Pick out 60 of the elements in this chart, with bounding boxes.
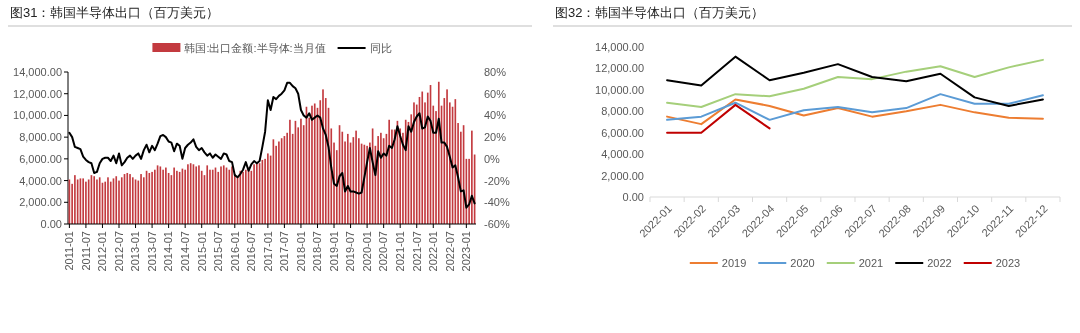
y2-tick-label: -60% [484,218,510,230]
x-tick-label: 2023-01 [460,231,473,272]
y-tick-label: 10,000.00 [595,83,644,96]
y-tick-label: 14,000.00 [595,41,644,53]
y2-tick-label: 80% [484,66,507,78]
y-tick-label: 8,000.00 [19,131,62,144]
y-tick-label: 2,000.00 [601,169,644,182]
y-tick-label: 0.00 [622,191,644,203]
x-tick-label: 2013-07 [145,231,158,272]
x-tick-label: 2017-01 [261,231,274,272]
legend-label: 2021 [858,257,884,269]
y-tick-label: 6,000.00 [601,126,644,139]
x-tick-label: 2017-07 [278,231,291,272]
x-tick-label: 2016-01 [228,231,241,272]
x-tick-label: 2022-01 [427,231,440,272]
x-tick-label: 2018-01 [294,231,307,272]
x-tick-label: 2019-07 [344,231,357,272]
legend-label: 2023 [995,257,1021,269]
x-tick-label: 2018-07 [311,231,324,272]
x-tick-label: 2011-07 [79,231,92,271]
y-tick-label: 12,000.00 [595,62,644,75]
line-series [666,93,1044,121]
chart-title: 图32：韩国半导体出口（百万美元） [555,5,765,20]
x-tick-label: 2021-07 [410,231,423,272]
y2-tick-label: -20% [484,174,510,187]
y2-tick-label: 40% [484,109,507,122]
x-tick-label: 2020-01 [360,231,373,272]
x-tick-label: 2013-01 [129,231,142,272]
legend-label: 2020 [790,257,815,269]
legend-label: 韩国:出口金额:半导体:当月值 [184,42,326,54]
x-tick-label: 2014-01 [162,231,175,272]
x-tick-label: 2019-01 [327,231,340,272]
y-tick-label: 12,000.00 [13,87,62,100]
y-tick-label: 6,000.00 [19,152,62,165]
legend-label: 2019 [721,257,747,269]
y-tick-label: 2,000.00 [19,196,62,209]
y-tick-label: 0.00 [40,218,62,230]
y-tick-label: 14,000.00 [13,66,62,78]
x-tick-label: 2015-01 [195,231,208,272]
y2-tick-label: 20% [484,131,507,144]
x-tick-label: 2011-01 [63,231,76,271]
x-tick-label: 2020-07 [377,231,390,272]
y2-tick-label: 60% [484,87,507,100]
x-tick-label: 2012-07 [112,231,125,272]
y-tick-label: 4,000.00 [601,148,644,161]
x-tick-label: 2012-01 [96,231,109,272]
y2-tick-label: 0% [484,152,501,165]
y-tick-label: 10,000.00 [13,109,62,122]
y-tick-label: 4,000.00 [19,174,62,187]
legend-label: 同比 [369,42,392,54]
x-tick-label: 2022-07 [443,231,456,272]
x-tick-label: 2016-07 [245,231,258,272]
line-series [666,98,1044,126]
y2-tick-label: -40% [484,196,510,209]
chart-title: 图31：韩国半导体出口（百万美元） [10,5,220,20]
x-tick-label: 2015-07 [212,231,225,272]
y-tick-label: 8,000.00 [601,105,644,118]
legend-label: 2022 [927,257,952,269]
x-tick-label: 2014-07 [179,231,192,272]
x-tick-label: 2021-01 [394,231,407,272]
